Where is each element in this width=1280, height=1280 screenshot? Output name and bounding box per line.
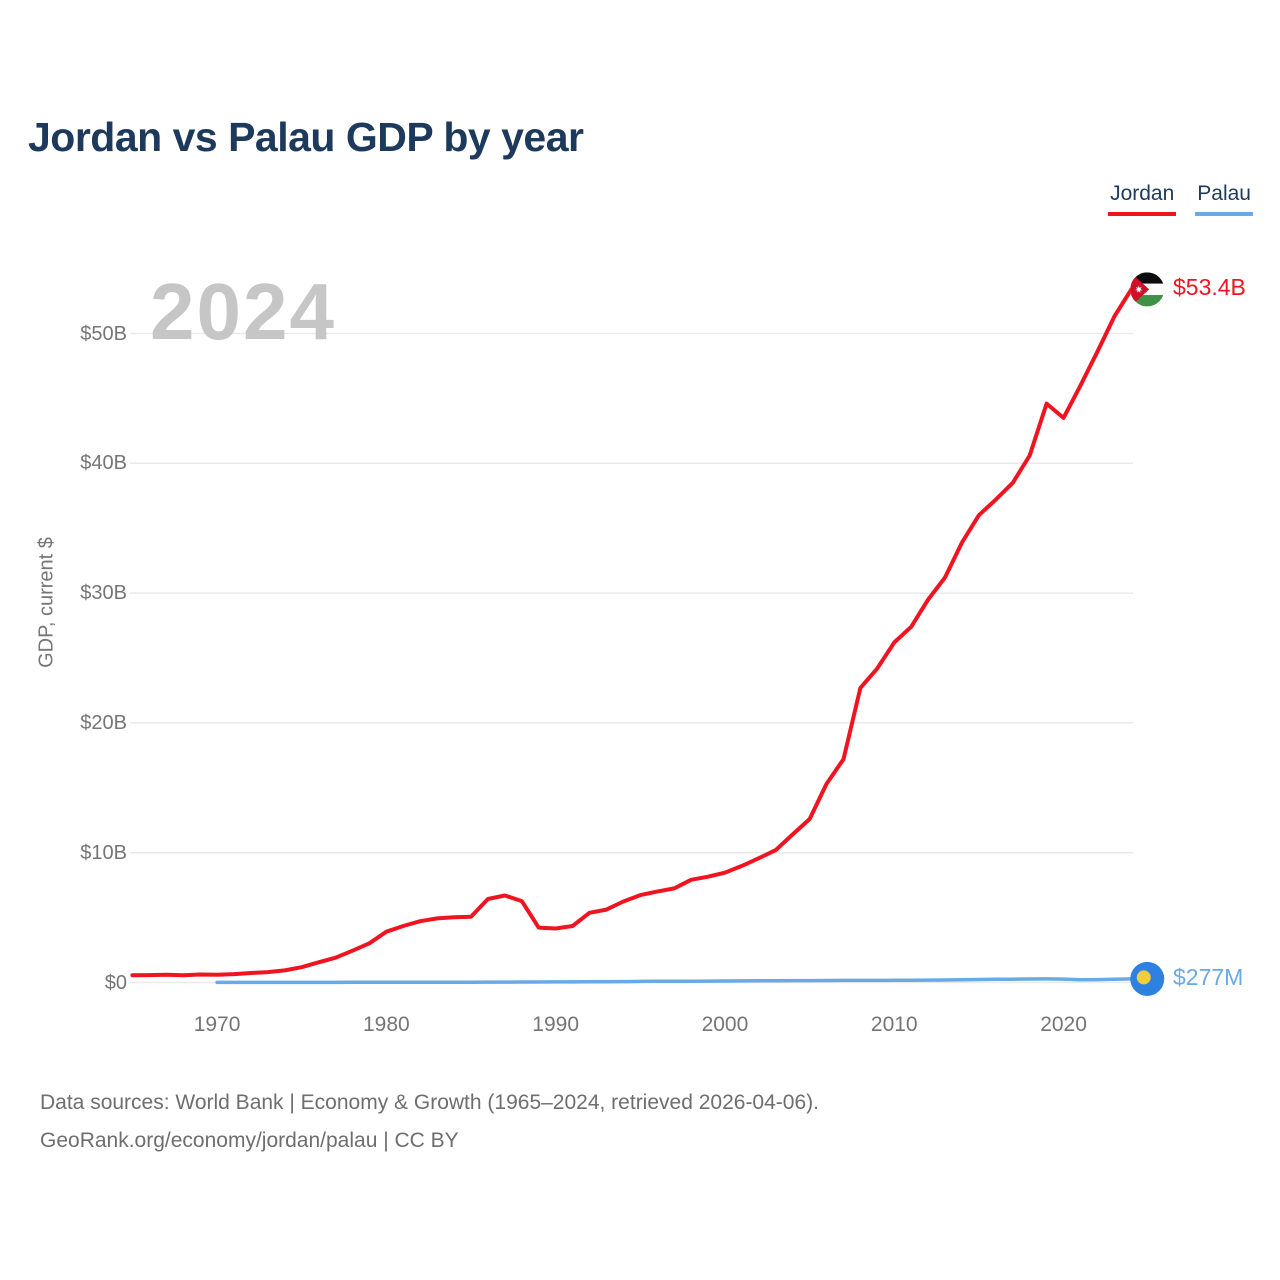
y-tick-label: $30B: [80, 582, 127, 605]
x-tick-label: 1980: [362, 1013, 410, 1036]
legend: Jordan Palau: [1108, 182, 1253, 216]
watermark-year: 2024: [150, 267, 336, 356]
x-tick-label: 1990: [532, 1013, 579, 1036]
footer-data-sources: Data sources: World Bank | Economy & Gro…: [40, 1091, 819, 1114]
palau-end-value-label: $277M: [1173, 963, 1244, 990]
page-title: Jordan vs Palau GDP by year: [28, 114, 584, 160]
y-tick-label: $50B: [80, 322, 127, 345]
jordan-end-value-label: $53.4B: [1173, 274, 1246, 301]
y-tick-label: $10B: [80, 841, 127, 864]
x-tick-label: 2020: [1040, 1013, 1087, 1036]
y-tick-label: $40B: [80, 452, 127, 475]
jordan-line: [130, 287, 1134, 978]
palau-line: [215, 977, 1134, 985]
jordan-flag-icon: [1130, 272, 1165, 307]
legend-item-jordan[interactable]: Jordan: [1108, 182, 1177, 216]
legend-item-palau[interactable]: Palau: [1195, 182, 1253, 216]
x-tick-label: 2010: [870, 1013, 918, 1036]
x-tick-label: 1970: [193, 1013, 241, 1036]
footer-attribution: GeoRank.org/economy/jordan/palau | CC BY: [40, 1129, 459, 1152]
y-tick-label: $0: [104, 971, 127, 994]
footer-caption: Data sources: World Bank | Economy & Gro…: [40, 1084, 819, 1160]
x-tick-label: 2000: [701, 1013, 749, 1036]
palau-flag-icon: [1130, 961, 1165, 996]
y-tick-label: $20B: [80, 711, 127, 734]
